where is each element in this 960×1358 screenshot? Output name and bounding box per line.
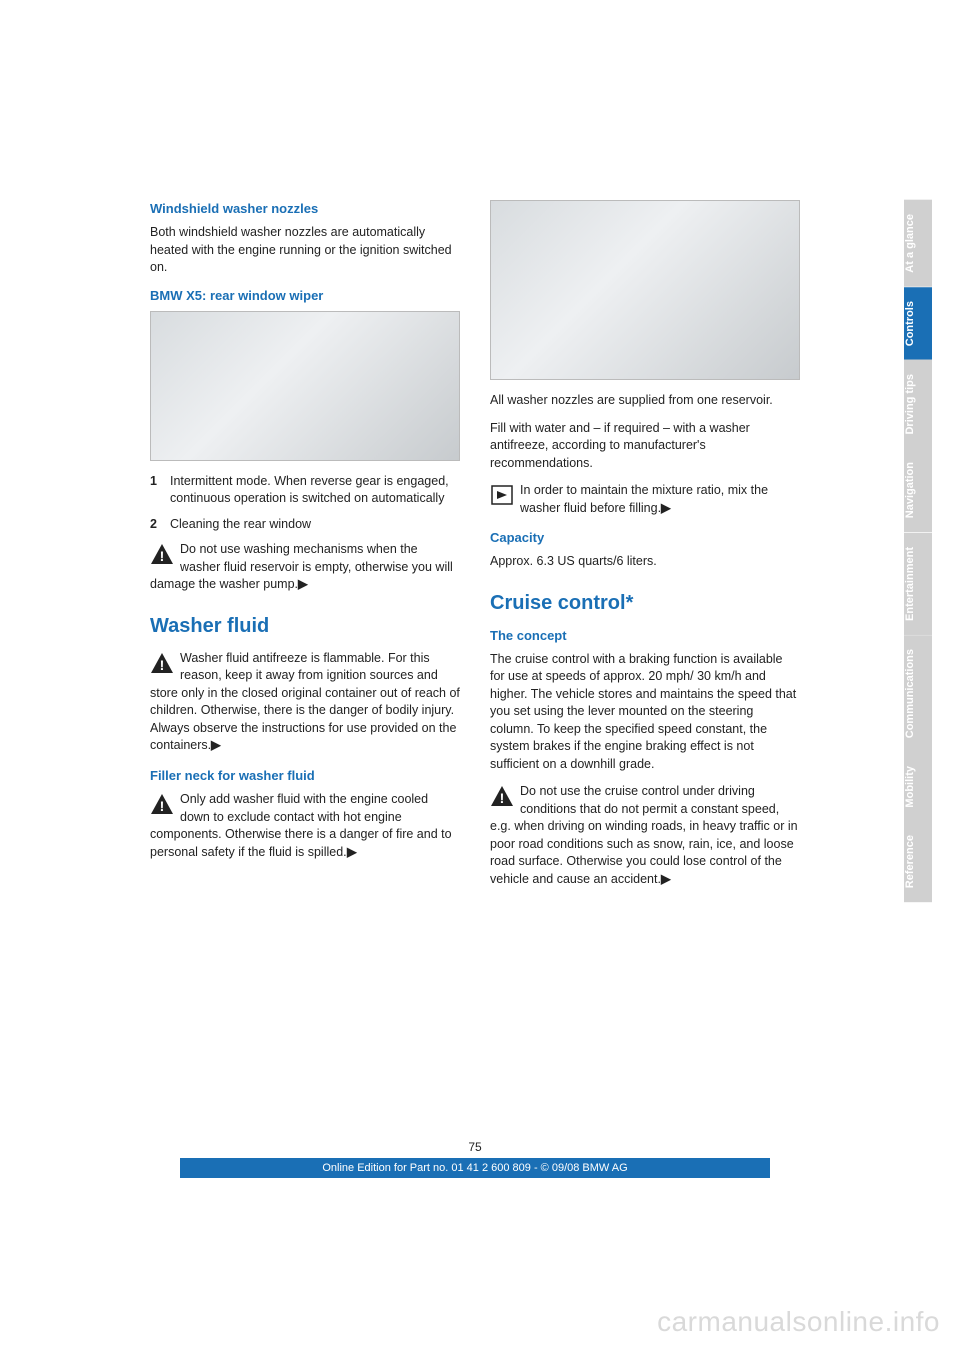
para-capacity: Approx. 6.3 US quarts/6 liters. [490, 553, 800, 571]
tab-controls[interactable]: Controls [904, 287, 932, 360]
side-tabs: At a glance Controls Driving tips Naviga… [904, 200, 932, 903]
list-num-1: 1 [150, 473, 170, 508]
end-mark: ◀ [661, 871, 671, 889]
heading-rear-wiper: BMW X5: rear window wiper [150, 287, 460, 305]
list-item-2: 2 Cleaning the rear window [150, 516, 460, 534]
svg-text:!: ! [160, 798, 165, 814]
warning-icon: ! [150, 543, 174, 565]
list-item-1: 1 Intermittent mode. When reverse gear i… [150, 473, 460, 508]
page-number: 75 [150, 1140, 800, 1154]
para-reservoir: All washer nozzles are supplied from one… [490, 392, 800, 410]
svg-text:!: ! [500, 790, 505, 806]
svg-text:!: ! [160, 657, 165, 673]
info-icon [490, 484, 514, 506]
info-text-1: In order to maintain the mixture ratio, … [520, 483, 768, 515]
heading-washer-fluid: Washer fluid [150, 612, 460, 640]
warning-text-4: Do not use the cruise control under driv… [490, 784, 798, 886]
info-mix-fluid: In order to maintain the mixture ratio, … [490, 482, 800, 517]
heading-capacity: Capacity [490, 529, 800, 547]
list-text-1: Intermittent mode. When reverse gear is … [170, 473, 460, 508]
end-mark: ◀ [211, 737, 221, 755]
tab-driving-tips[interactable]: Driving tips [904, 360, 932, 449]
heading-nozzles: Windshield washer nozzles [150, 200, 460, 218]
end-mark: ◀ [347, 844, 357, 862]
tab-reference[interactable]: Reference [904, 821, 932, 902]
end-mark: ◀ [661, 500, 671, 518]
warning-icon: ! [150, 793, 174, 815]
heading-concept: The concept [490, 627, 800, 645]
warning-text-3: Only add washer fluid with the engine co… [150, 792, 452, 859]
page-content: Windshield washer nozzles Both windshiel… [150, 200, 800, 900]
tab-entertainment[interactable]: Entertainment [904, 533, 932, 635]
tab-communications[interactable]: Communications [904, 635, 932, 752]
image-rear-wiper [150, 311, 460, 461]
svg-text:!: ! [160, 548, 165, 564]
warning-text-2: Washer fluid antifreeze is flammable. Fo… [150, 651, 460, 753]
para-concept: The cruise control with a braking functi… [490, 651, 800, 774]
warning-washer-pump: ! Do not use washing mechanisms when the… [150, 541, 460, 594]
para-nozzles: Both windshield washer nozzles are autom… [150, 224, 460, 277]
list-text-2: Cleaning the rear window [170, 516, 460, 534]
warning-flammable: ! Washer fluid antifreeze is flammable. … [150, 650, 460, 755]
tab-navigation[interactable]: Navigation [904, 448, 932, 532]
warning-icon: ! [490, 785, 514, 807]
footer-bar: Online Edition for Part no. 01 41 2 600 … [180, 1158, 770, 1178]
tab-mobility[interactable]: Mobility [904, 752, 932, 822]
warning-icon: ! [150, 652, 174, 674]
end-mark: ◀ [298, 576, 308, 594]
warning-cruise-conditions: ! Do not use the cruise control under dr… [490, 783, 800, 888]
para-fill: Fill with water and – if required – with… [490, 420, 800, 473]
image-filler-neck [490, 200, 800, 380]
warning-hot-engine: ! Only add washer fluid with the engine … [150, 791, 460, 861]
heading-cruise-control: Cruise control* [490, 589, 800, 617]
tab-at-a-glance[interactable]: At a glance [904, 200, 932, 287]
left-column: Windshield washer nozzles Both windshiel… [150, 200, 460, 900]
right-column: All washer nozzles are supplied from one… [490, 200, 800, 900]
watermark: carmanualsonline.info [657, 1306, 940, 1338]
heading-filler-neck: Filler neck for washer fluid [150, 767, 460, 785]
list-num-2: 2 [150, 516, 170, 534]
